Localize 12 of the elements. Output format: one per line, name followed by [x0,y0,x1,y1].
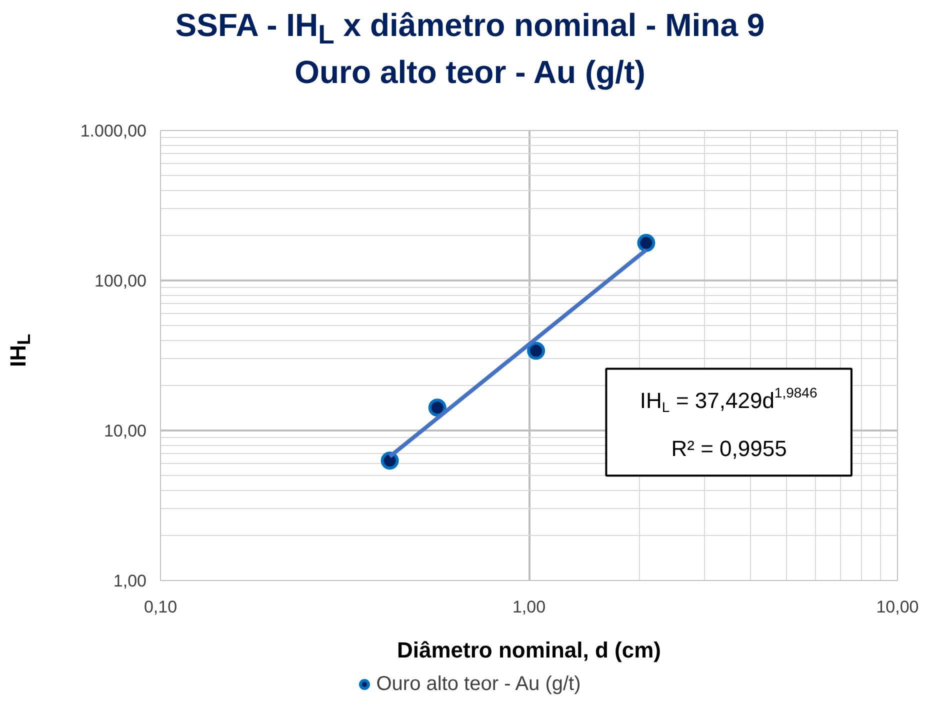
chart-title: SSFA - IH$_{L}$ x diâmetro nominal - Mina 9 [175,7,765,50]
y-tick-label: 1,00 [113,572,147,590]
chart-subtitle: Ouro alto teor - Au (g/t) [294,54,646,90]
y-tick-label: 100,00 [94,272,147,290]
x-tick-label: 10,00 [876,598,919,616]
annotation: R² = 0,9955 [671,436,787,461]
y-tick-label: 10,00 [104,422,147,440]
x-axis-title: Diâmetro nominal, d (cm) [396,638,662,662]
x-tick-label: 0,10 [144,598,178,616]
y-tick-label: 1.000,00 [80,122,147,140]
legend-label: Ouro alto teor - Au (g/t) [375,672,581,698]
x-tick-label: 1,00 [512,598,546,616]
